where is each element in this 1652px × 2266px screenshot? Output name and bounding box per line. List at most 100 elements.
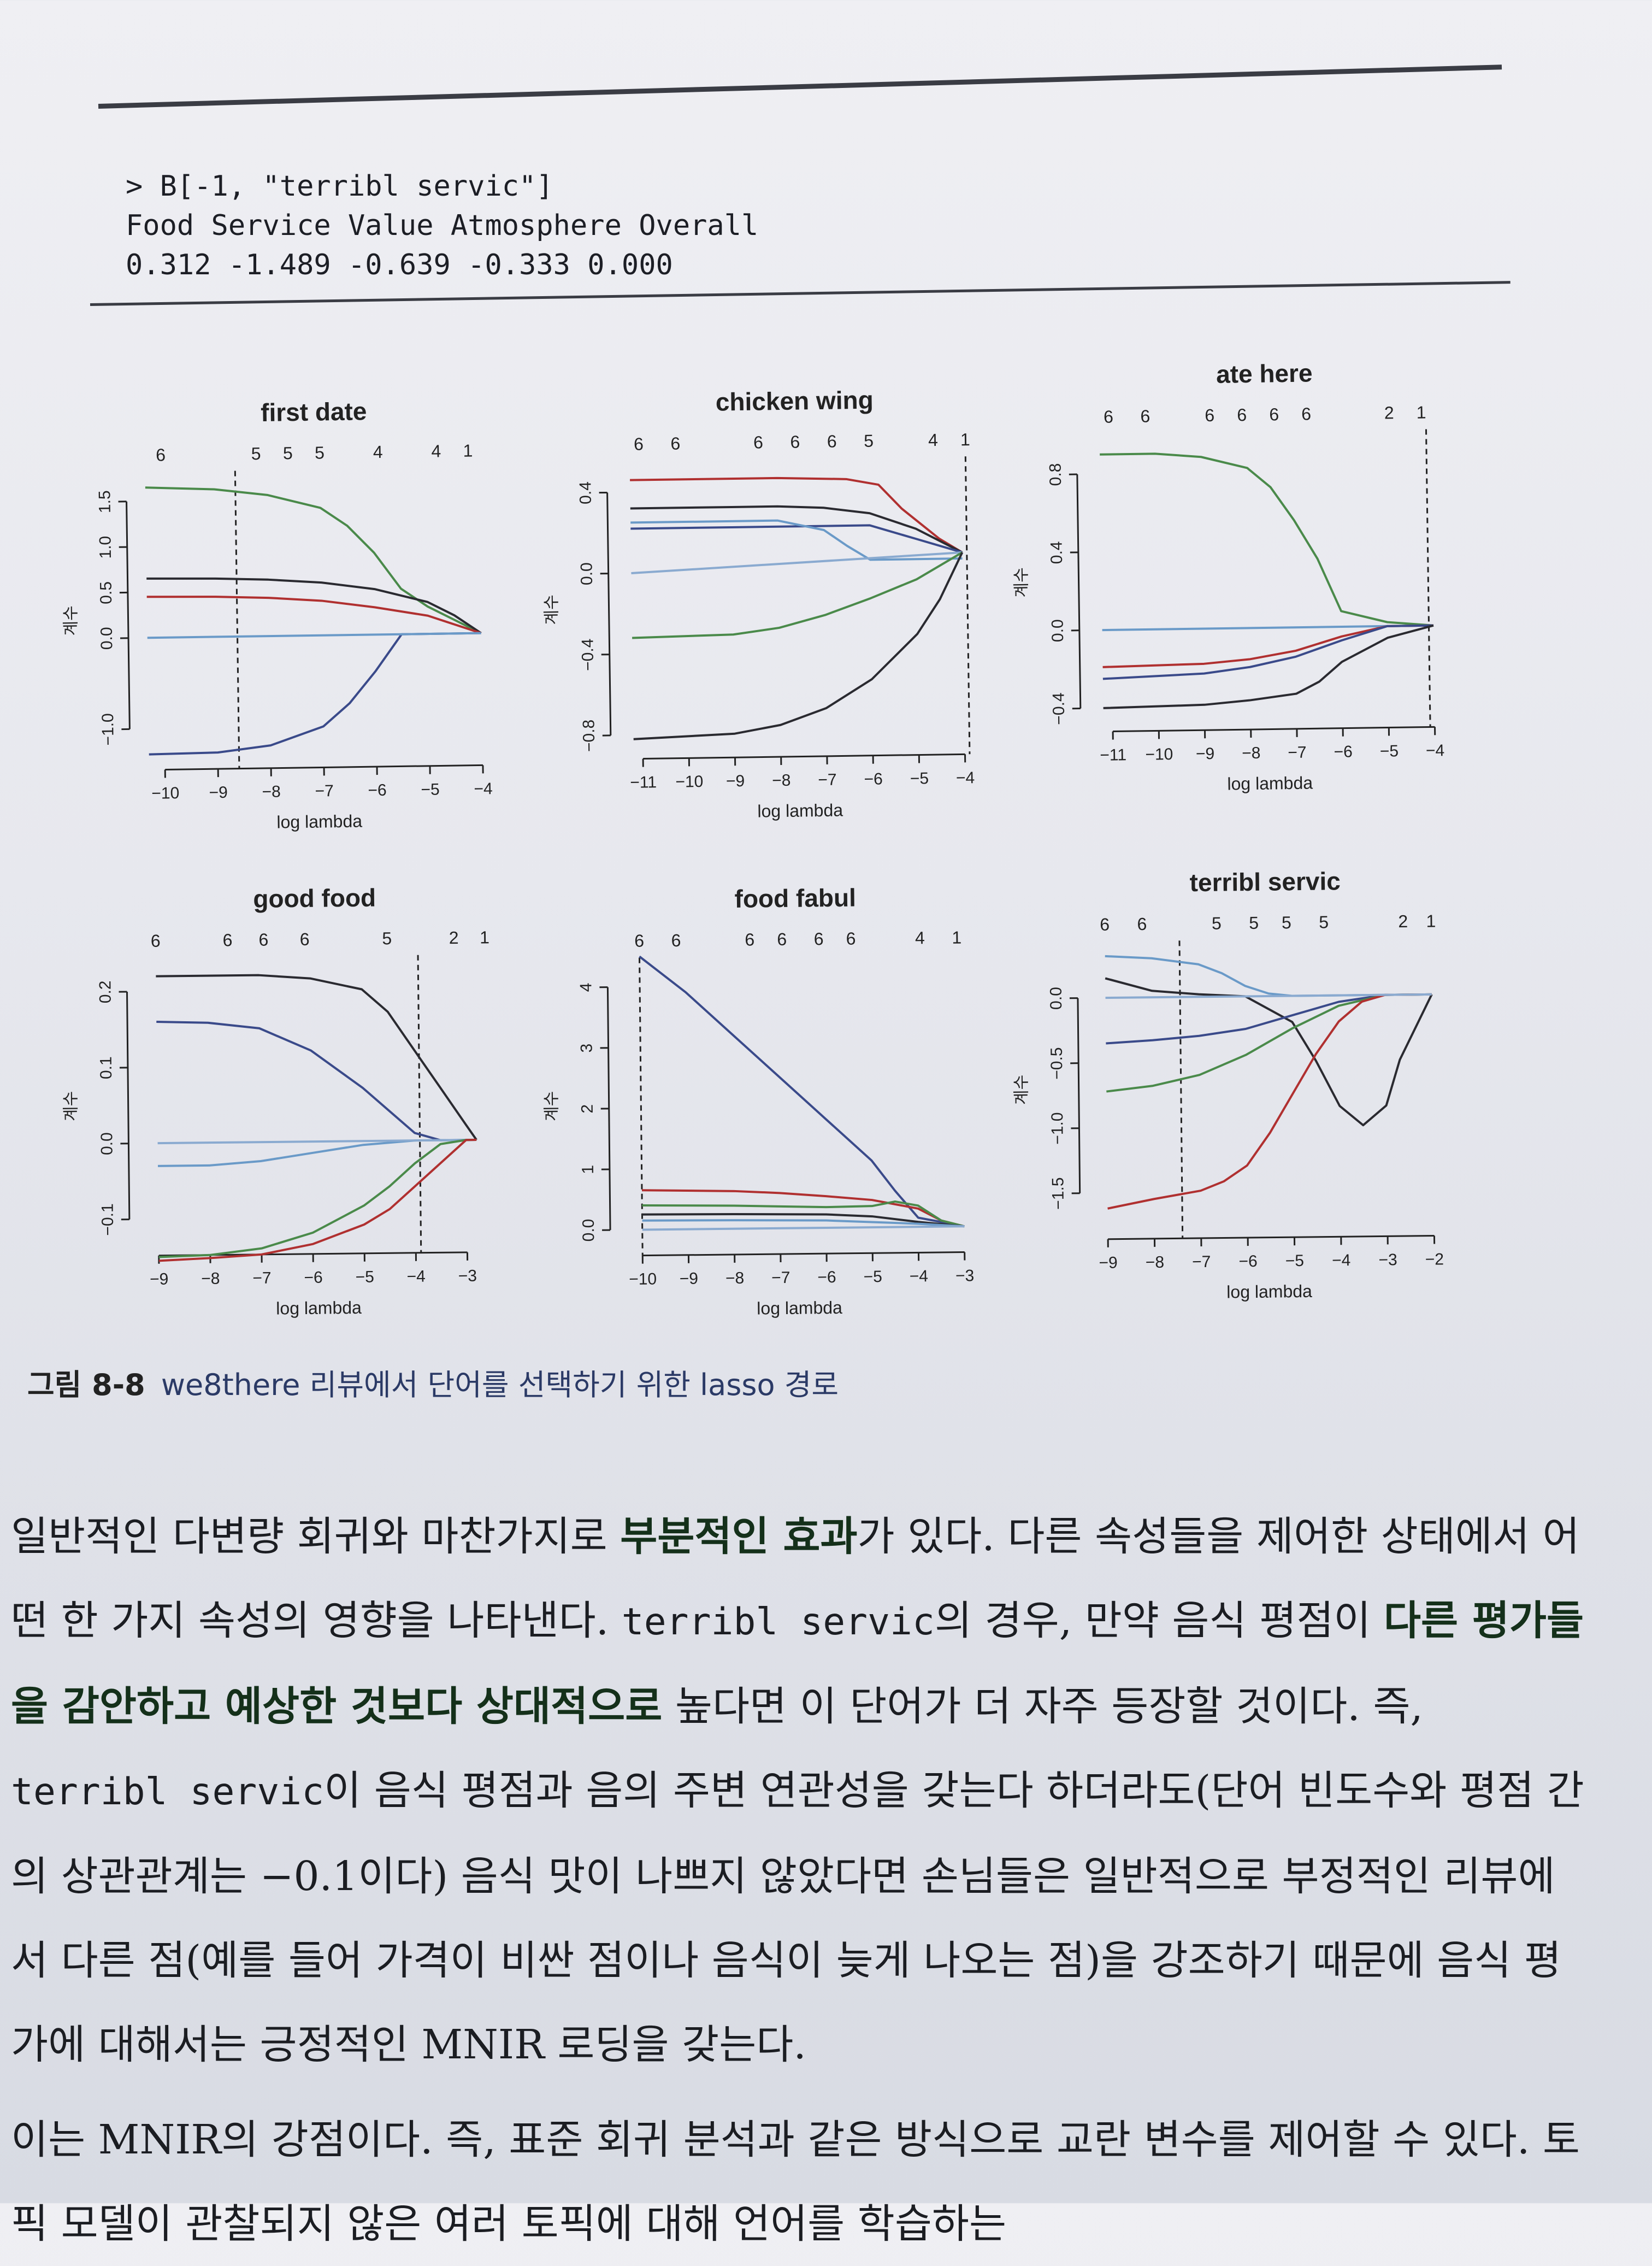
y-tick-label: −0.8	[580, 720, 598, 752]
top-axis-label: 6	[156, 445, 166, 464]
y-axis-label: 계수	[1012, 1075, 1031, 1105]
top-axis-label: 6	[1104, 407, 1113, 426]
coefficient-path	[631, 552, 963, 573]
x-tick-label: −6	[817, 1268, 836, 1286]
x-tick-label: −4	[1426, 741, 1445, 760]
x-axis-label: log lambda	[757, 1298, 842, 1319]
x-tick-label: −10	[675, 773, 703, 791]
x-tick-label: −4	[407, 1268, 426, 1286]
top-axis-label: 6	[671, 931, 681, 950]
x-tick-label: −4	[956, 769, 975, 787]
y-tick-label: 0.8	[1047, 463, 1065, 486]
y-tick-label: −0.4	[1049, 692, 1068, 725]
y-tick-label: 0.0	[580, 1219, 598, 1241]
x-tick-label: −4	[1332, 1251, 1351, 1269]
text-run: 일반적인 다변량 회귀와 마찬가지로	[11, 1513, 620, 1560]
coefficient-path	[1102, 626, 1435, 708]
text-run: 높다면 이 단어가 더 자주 등장할 것이다. 즉,	[662, 1683, 1423, 1730]
top-axis-label: 6	[300, 929, 310, 949]
top-axis-label: 6	[753, 432, 763, 452]
text-run: 의 경우, 만약 음식 평점이	[935, 1597, 1384, 1644]
x-tick-label: −6	[368, 781, 387, 799]
top-axis-label: 1	[952, 928, 961, 947]
top-axis-label: 6	[827, 432, 837, 451]
y-axis-label: 계수	[61, 605, 81, 636]
x-tick-label: −9	[1099, 1254, 1118, 1272]
y-axis	[127, 502, 130, 729]
x-axis	[642, 1252, 964, 1255]
y-tick-label: 0.0	[98, 1132, 116, 1155]
y-tick-label: 1	[579, 1165, 597, 1174]
x-tick-label: −8	[772, 772, 791, 790]
top-axis-label: 5	[1282, 913, 1291, 932]
x-tick-label: −5	[1380, 742, 1399, 760]
x-axis	[643, 754, 965, 758]
y-tick-label: 3	[577, 1044, 595, 1053]
top-axis-label: 6	[1205, 405, 1214, 425]
top-axis-label: 5	[283, 443, 293, 463]
top-axis-label: 6	[846, 929, 856, 949]
x-tick-label: −7	[818, 771, 837, 789]
x-tick-label: −4	[910, 1267, 929, 1285]
coefficient-path	[145, 483, 481, 638]
chart-title: chicken wing	[716, 386, 874, 416]
top-axis-label: 1	[480, 927, 489, 947]
x-tick-label: −6	[1238, 1252, 1258, 1270]
top-axis-label: 1	[1416, 402, 1426, 422]
top-axis-label: 6	[777, 929, 787, 949]
top-axis-label: 6	[222, 930, 232, 950]
x-tick-label: −6	[304, 1269, 323, 1287]
coefficient-path	[148, 633, 483, 755]
lambda-min-line	[1426, 429, 1430, 727]
y-axis-label: 계수	[1012, 567, 1031, 598]
top-axis-label: 6	[634, 931, 644, 951]
top-axis-label: 5	[1319, 912, 1329, 932]
x-axis	[1108, 1236, 1434, 1239]
coefficient-path	[1102, 626, 1435, 679]
top-axis-label: 6	[1140, 407, 1150, 426]
y-tick-label: −1.0	[99, 713, 117, 746]
x-tick-label: −7	[1288, 744, 1307, 762]
y-tick-label: −0.4	[579, 638, 597, 671]
chart-title: food fabul	[734, 884, 856, 913]
y-tick-label: 0.4	[576, 481, 595, 504]
y-tick-label: 1.5	[96, 490, 114, 513]
paragraph-2: 이는 MNIR의 강점이다. 즉, 표준 회귀 분석과 같은 방식으로 교란 변…	[11, 2098, 1584, 2266]
y-axis	[607, 492, 611, 735]
coefficient-path	[158, 1140, 478, 1261]
top-axis-label: 5	[1212, 914, 1222, 933]
top-axis-label: 5	[1249, 913, 1259, 933]
top-axis-label: 5	[251, 444, 261, 463]
x-axis-label: log lambda	[276, 811, 362, 832]
figure-number: 그림 8-8	[27, 1368, 145, 1402]
y-tick-label: −0.1	[99, 1203, 117, 1236]
x-tick-label: −9	[1196, 745, 1215, 763]
x-axis-label: log lambda	[757, 800, 843, 821]
x-tick-label: −6	[864, 770, 883, 788]
top-axis-label: 5	[315, 443, 324, 462]
y-tick-label: 0.0	[1047, 987, 1065, 1010]
x-tick-label: −9	[726, 772, 745, 790]
coefficient-path	[1106, 994, 1432, 1044]
x-axis	[1113, 727, 1435, 731]
top-axis-label: 5	[864, 431, 874, 451]
top-axis-label: 2	[1384, 403, 1394, 422]
coefficient-path	[1102, 626, 1434, 667]
coefficient-path	[146, 574, 481, 638]
x-tick-label: −7	[1192, 1253, 1211, 1271]
y-tick-label: 0.0	[577, 562, 596, 585]
y-tick-label: 0.1	[97, 1056, 115, 1079]
y-tick-label: −1.0	[1048, 1112, 1067, 1145]
x-tick-label: −8	[201, 1270, 220, 1288]
code-line-2: Food Service Value Atmosphere Overall	[126, 206, 945, 245]
coefficient-path	[631, 552, 963, 638]
x-tick-label: −11	[1100, 746, 1126, 764]
top-axis-label: 6	[1269, 404, 1279, 424]
y-axis	[1077, 474, 1081, 709]
top-axis-label: 4	[373, 442, 383, 462]
